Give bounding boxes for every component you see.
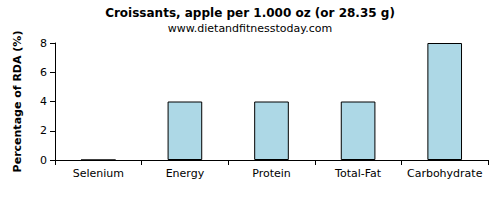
svg-text:Energy: Energy: [166, 167, 205, 180]
svg-text:Protein: Protein: [252, 167, 291, 180]
svg-text:Total-Fat: Total-Fat: [334, 167, 382, 180]
svg-text:8: 8: [40, 37, 47, 50]
svg-text:Croissants, apple per 1.000 oz: Croissants, apple per 1.000 oz (or 28.35…: [105, 6, 395, 20]
svg-text:4: 4: [40, 95, 47, 108]
svg-text:Selenium: Selenium: [73, 167, 124, 180]
svg-text:0: 0: [40, 154, 47, 167]
svg-text:2: 2: [40, 124, 47, 137]
svg-text:6: 6: [40, 66, 47, 79]
svg-text:Carbohydrate: Carbohydrate: [407, 167, 483, 180]
svg-text:Percentage of RDA (%): Percentage of RDA (%): [11, 31, 24, 173]
svg-text:www.dietandfitnesstoday.com: www.dietandfitnesstoday.com: [168, 22, 332, 35]
